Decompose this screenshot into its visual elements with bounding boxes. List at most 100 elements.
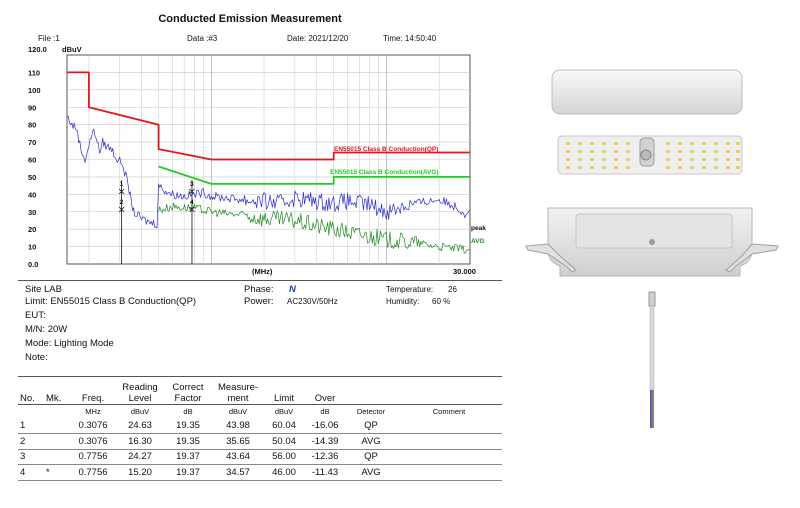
y-tick-label: 40 [28, 190, 36, 199]
led-chip [578, 166, 582, 169]
table-cell [44, 449, 70, 465]
led-chip [678, 150, 682, 153]
col-limit: Limit [273, 392, 295, 404]
table-cell: 34.57 [212, 464, 264, 481]
model-number: M/N: 20W [25, 324, 68, 335]
led-chip [736, 150, 740, 153]
marker-cross [189, 188, 195, 195]
led-chip [626, 150, 630, 153]
unit-cell: dBuV [130, 407, 150, 416]
led-chip [702, 150, 706, 153]
led-chip [678, 158, 682, 161]
led-chip [614, 166, 618, 169]
test-mode: Mode: Lighting Mode [25, 338, 114, 349]
table-row: 3 0.7756 24.27 19.37 43.64 56.00 -12.36 QP [18, 449, 502, 465]
report-title: Conducted Emission Measurement [158, 13, 342, 25]
led-chip [702, 158, 706, 161]
table-cell [44, 418, 70, 434]
marker-cross [118, 206, 125, 213]
led-chip [690, 142, 694, 145]
led-chip [726, 150, 730, 153]
table-cell: AVG [346, 433, 396, 450]
led-chip [736, 158, 740, 161]
series-en55015-class-b-conduction-qp- [67, 71, 470, 161]
table-row: 1 0.3076 24.63 19.35 43.98 60.04 -16.06 QP [18, 418, 502, 434]
marker-cross [118, 188, 125, 195]
phase-label: Phase: [244, 284, 274, 295]
marker-label: 1 [120, 181, 124, 188]
led-chip [590, 142, 594, 145]
table-cell: 19.37 [164, 449, 212, 465]
y-tick-label: 50 [28, 173, 36, 182]
table-cell: -12.36 [304, 449, 346, 465]
unit-cell: dB [320, 407, 330, 416]
col-reading: Reading Level [122, 381, 158, 404]
led-chip [602, 150, 606, 153]
divider-table [18, 376, 502, 377]
led-chip [678, 166, 682, 169]
temperature-value: 26 [448, 285, 457, 294]
table-row: 2 0.3076 16.30 19.35 35.65 50.04 -14.39 AVG [18, 433, 502, 450]
y-axis-unit: dBuV [62, 45, 82, 54]
led-chip [602, 142, 606, 145]
led-chip [566, 166, 570, 169]
eut-label: EUT: [25, 310, 46, 321]
table-cell: 19.35 [164, 418, 212, 434]
driver-cap [640, 149, 652, 161]
humidity-value: 60 % [432, 297, 451, 306]
clip-left [525, 243, 577, 273]
unit-cell: Detector [356, 407, 386, 416]
y-tick-label: 30 [28, 208, 36, 217]
unit-cell: dBuV [274, 407, 294, 416]
file-label: File :1 [38, 34, 60, 43]
table-cell: 43.98 [212, 418, 264, 434]
table-cell: 15.20 [116, 464, 164, 481]
cable-connector [648, 291, 656, 307]
led-chip [714, 150, 718, 153]
table-cell: 1 [18, 418, 44, 434]
led-chip [666, 150, 670, 153]
led-chip [736, 142, 740, 145]
humidity-label: Humidity: [386, 297, 420, 306]
led-chip [714, 158, 718, 161]
table-cell: QP [346, 418, 396, 434]
y-tick-label: 100 [28, 86, 41, 95]
led-chip [602, 166, 606, 169]
led-chip [702, 166, 706, 169]
led-chip [578, 158, 582, 161]
table-cell: -14.39 [304, 433, 346, 450]
table-cell: 56.00 [264, 449, 304, 465]
table-cell: 4 [18, 464, 44, 481]
led-chip [590, 158, 594, 161]
x-tick-label: 30.000 [453, 267, 476, 276]
phase-value: N [289, 284, 296, 295]
led-chip [726, 142, 730, 145]
led-chip [690, 166, 694, 169]
unit-cell: MHz [85, 407, 101, 416]
y-tick-label: 60 [28, 156, 36, 165]
table-cell: 2 [18, 433, 44, 450]
table-cell [44, 433, 70, 450]
col-correct: Correct Factor [172, 381, 204, 404]
base-inner [575, 213, 733, 249]
table-cell: AVG [346, 464, 396, 481]
table-cell [396, 433, 502, 450]
led-chips [566, 142, 740, 169]
units-row: MHz dBuV dB dBuV dBuV dB Detector Commen… [18, 404, 502, 419]
wire-grey [652, 390, 655, 428]
peak-label: peak [471, 225, 486, 232]
table-cell: 50.04 [264, 433, 304, 450]
led-chip [690, 158, 694, 161]
marker-label: 3 [190, 181, 194, 188]
series-peak [66, 115, 471, 229]
col-measurement: Measure- ment [217, 381, 259, 404]
led-chip [714, 166, 718, 169]
marker-label: 2 [120, 199, 124, 206]
table-cell: 46.00 [264, 464, 304, 481]
y-tick-label: 10 [28, 243, 36, 252]
led-chip [590, 166, 594, 169]
y-axis-top-label: 120.0 [28, 45, 47, 54]
led-chip [614, 158, 618, 161]
qp-limit-label: EN55015 Class B Conduction(QP) [334, 146, 438, 153]
power-value: AC230V/50Hz [287, 297, 338, 306]
